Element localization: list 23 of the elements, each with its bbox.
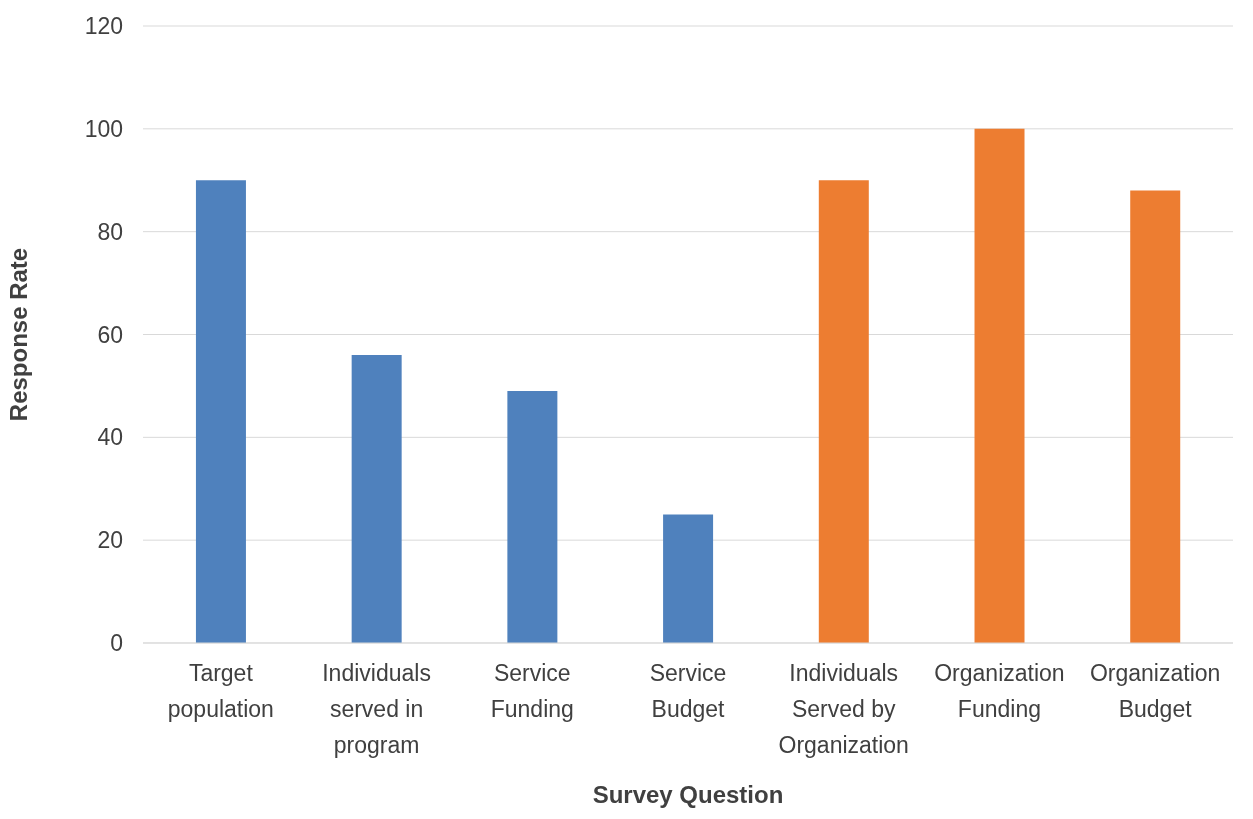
- bar: [1130, 190, 1181, 643]
- y-tick-label: 100: [84, 116, 123, 142]
- x-axis-title: Survey Question: [592, 781, 784, 808]
- y-tick-label: 120: [84, 13, 123, 40]
- x-tick-label: Service Funding: [490, 660, 574, 722]
- bar: [974, 128, 1025, 643]
- x-tick-label: Service Budget: [649, 660, 727, 722]
- bar: [818, 180, 869, 643]
- x-tick-label: Organization Budget: [1089, 660, 1221, 722]
- y-tick-label: 80: [97, 218, 123, 245]
- bar: [663, 514, 714, 643]
- bar: [195, 180, 246, 643]
- y-tick-label: 0: [110, 630, 123, 657]
- y-axis-title: Response Rate: [4, 247, 32, 422]
- y-tick-label: 20: [97, 527, 123, 554]
- bar: [507, 391, 558, 643]
- y-tick-label: 40: [97, 424, 123, 451]
- x-tick-label: Target population: [167, 660, 274, 722]
- bar: [351, 355, 402, 643]
- x-tick-label: Individuals Served by Organization: [778, 660, 909, 758]
- x-tick-label: Individuals served in program: [322, 660, 431, 758]
- x-tick-label: Organization Funding: [934, 660, 1065, 722]
- y-tick-label: 60: [97, 321, 123, 348]
